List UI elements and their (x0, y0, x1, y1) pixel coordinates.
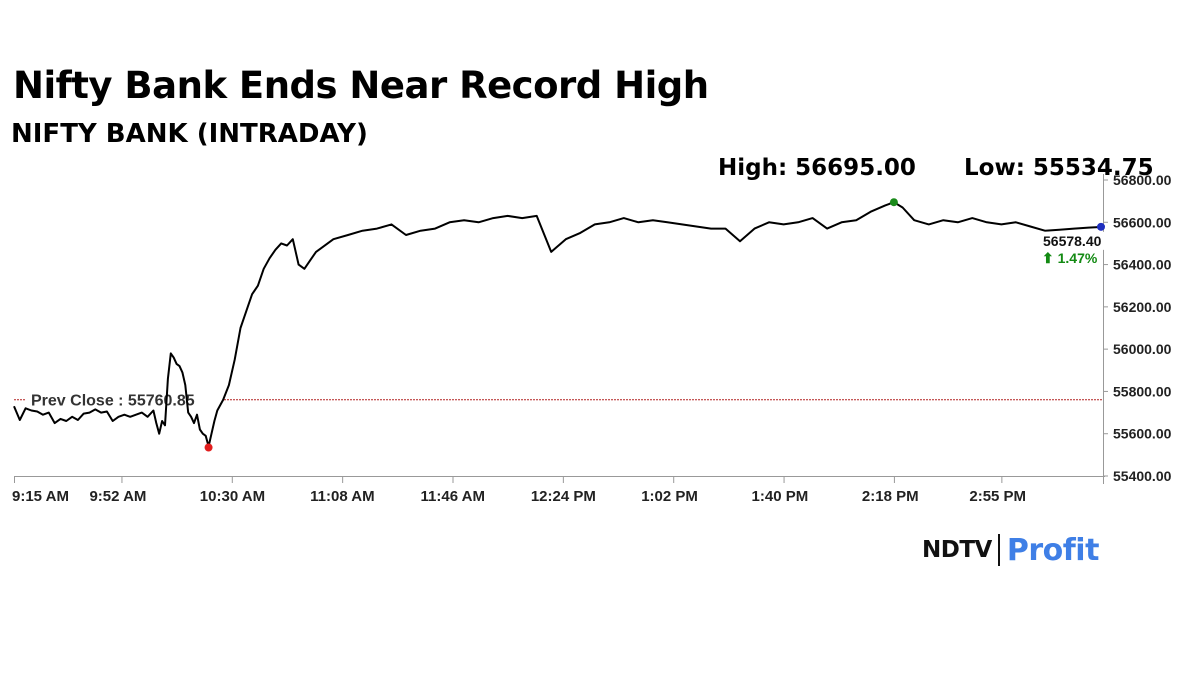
chart-headline: Nifty Bank Ends Near Record High (13, 64, 709, 107)
chart-title: NIFTY BANK (INTRADAY) (11, 119, 368, 149)
high-marker (889, 198, 898, 207)
y-tick-label: 55600.00 (1113, 426, 1172, 442)
x-tick-label: 10:30 AM (200, 488, 265, 505)
x-tick-label: 11:46 AM (421, 488, 485, 505)
x-tick-label: 2:55 PM (969, 488, 1026, 505)
y-tick-label: 56800.00 (1113, 172, 1172, 188)
ndtv-profit-logo: NDTV Profit (922, 532, 1100, 568)
change-percent-label: ⬆ 1.47% (1042, 250, 1098, 266)
ndtv-wordmark: NDTV (922, 537, 992, 563)
prev-close-label-bg (26, 389, 224, 410)
last-value-label-bg (1040, 231, 1106, 250)
profit-wordmark: Profit (1006, 532, 1100, 568)
low-marker (204, 443, 213, 452)
x-tick-label: 12:24 PM (531, 488, 596, 505)
x-tick-label: 1:02 PM (641, 488, 698, 505)
last-value-label: 56578.40 (1043, 233, 1102, 249)
y-tick-label: 55400.00 (1113, 468, 1172, 484)
y-tick-label: 56000.00 (1113, 341, 1172, 357)
logo-divider (997, 534, 1000, 566)
y-axis: 56800.00 56600.00 56400.00 56200.00 56000.00… (1103, 172, 1172, 484)
x-tick-label: 2:18 PM (862, 488, 919, 505)
prev-close-label: Prev Close : 55760.85 (31, 393, 195, 410)
x-tick-label: 9:52 AM (89, 488, 146, 505)
y-tick-label: 55800.00 (1113, 383, 1172, 399)
y-tick-label: 56200.00 (1113, 299, 1172, 315)
y-tick-label: 56600.00 (1113, 214, 1172, 230)
y-tick-label: 56400.00 (1113, 257, 1172, 273)
x-tick-label: 9:15 AM (12, 488, 69, 505)
x-axis: 9:15 AM 9:52 AM 10:30 AM 11:08 AM 11:46 AM 12… (12, 476, 1026, 505)
x-tick-label: 1:40 PM (752, 488, 809, 505)
day-low-label: Low: 55534.75 (964, 155, 1154, 181)
series-line (13, 201, 1104, 448)
x-tick-label: 11:08 AM (310, 488, 374, 505)
day-high-label: High: 56695.00 (718, 155, 916, 181)
last-value-marker (1097, 222, 1105, 231)
